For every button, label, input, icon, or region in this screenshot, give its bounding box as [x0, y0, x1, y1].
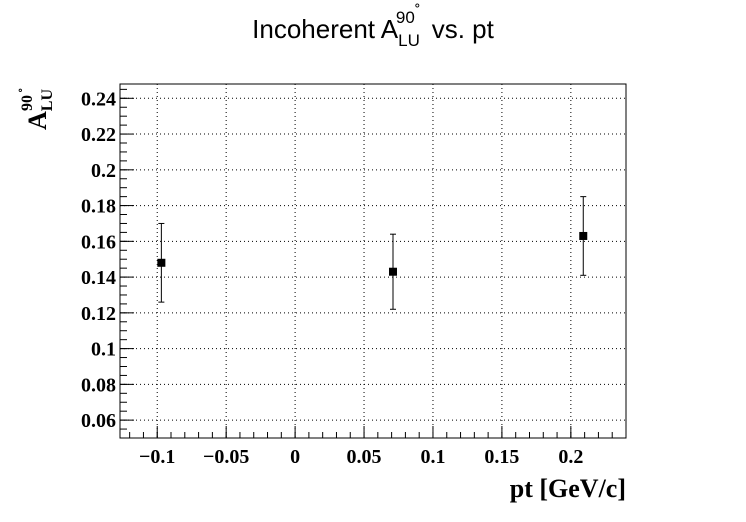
y-axis-title-main: A [23, 111, 52, 130]
y-axis-title: ALU90 ˚ [17, 88, 56, 130]
data-points [157, 196, 588, 310]
x-tick-label: 0 [290, 446, 300, 468]
x-tick-label: 0.1 [420, 446, 445, 468]
chart-title-superscript: 90 [396, 8, 415, 27]
y-axis-title-degree: ˚ [17, 88, 34, 93]
data-point [579, 231, 588, 240]
y-tick-label: 0.18 [81, 196, 116, 218]
y-tick-label: 0.1 [91, 339, 116, 361]
axis-ticks [120, 88, 627, 439]
chart-title-tail: vs. pt [424, 14, 494, 44]
svg-text:ALU90˚: ALU90 ˚ [17, 88, 56, 130]
x-tick-label: 0.05 [347, 446, 382, 468]
y-tick-label: 0.22 [81, 124, 116, 146]
y-tick-label: 0.06 [81, 410, 116, 432]
y-tick-label: 0.14 [81, 267, 116, 289]
chart-title-subscript: LU [398, 31, 420, 50]
y-tick-label: 0.16 [81, 231, 116, 253]
tick-labels: −0.1 −0.05 0 0.05 0.1 0.15 0.2 0.06 0.08 0.1 0.12 0… [81, 88, 583, 468]
plot-frame [119, 83, 627, 439]
y-tick-label: 0.2 [91, 160, 116, 182]
chart-title-main: Incoherent A [252, 14, 399, 44]
x-tick-label: 0.2 [558, 446, 583, 468]
y-axis-title-subscript: LU [39, 89, 56, 112]
chart-title: Incoherent ALU 90˚ vs. pt [252, 2, 494, 50]
x-tick-label: −0.1 [139, 446, 175, 468]
chart-title-degree: ˚ [415, 2, 421, 21]
x-tick-label: −0.05 [203, 446, 249, 468]
data-point [157, 258, 166, 267]
x-axis-title: pt [GeV/c] [510, 474, 626, 503]
y-tick-label: 0.24 [81, 88, 116, 110]
y-axis-title-superscript: 90 [19, 95, 36, 111]
y-tick-label: 0.08 [81, 374, 116, 396]
x-tick-label: 0.15 [484, 446, 519, 468]
data-point [388, 267, 397, 276]
grid [120, 84, 626, 438]
y-tick-label: 0.12 [81, 303, 116, 325]
